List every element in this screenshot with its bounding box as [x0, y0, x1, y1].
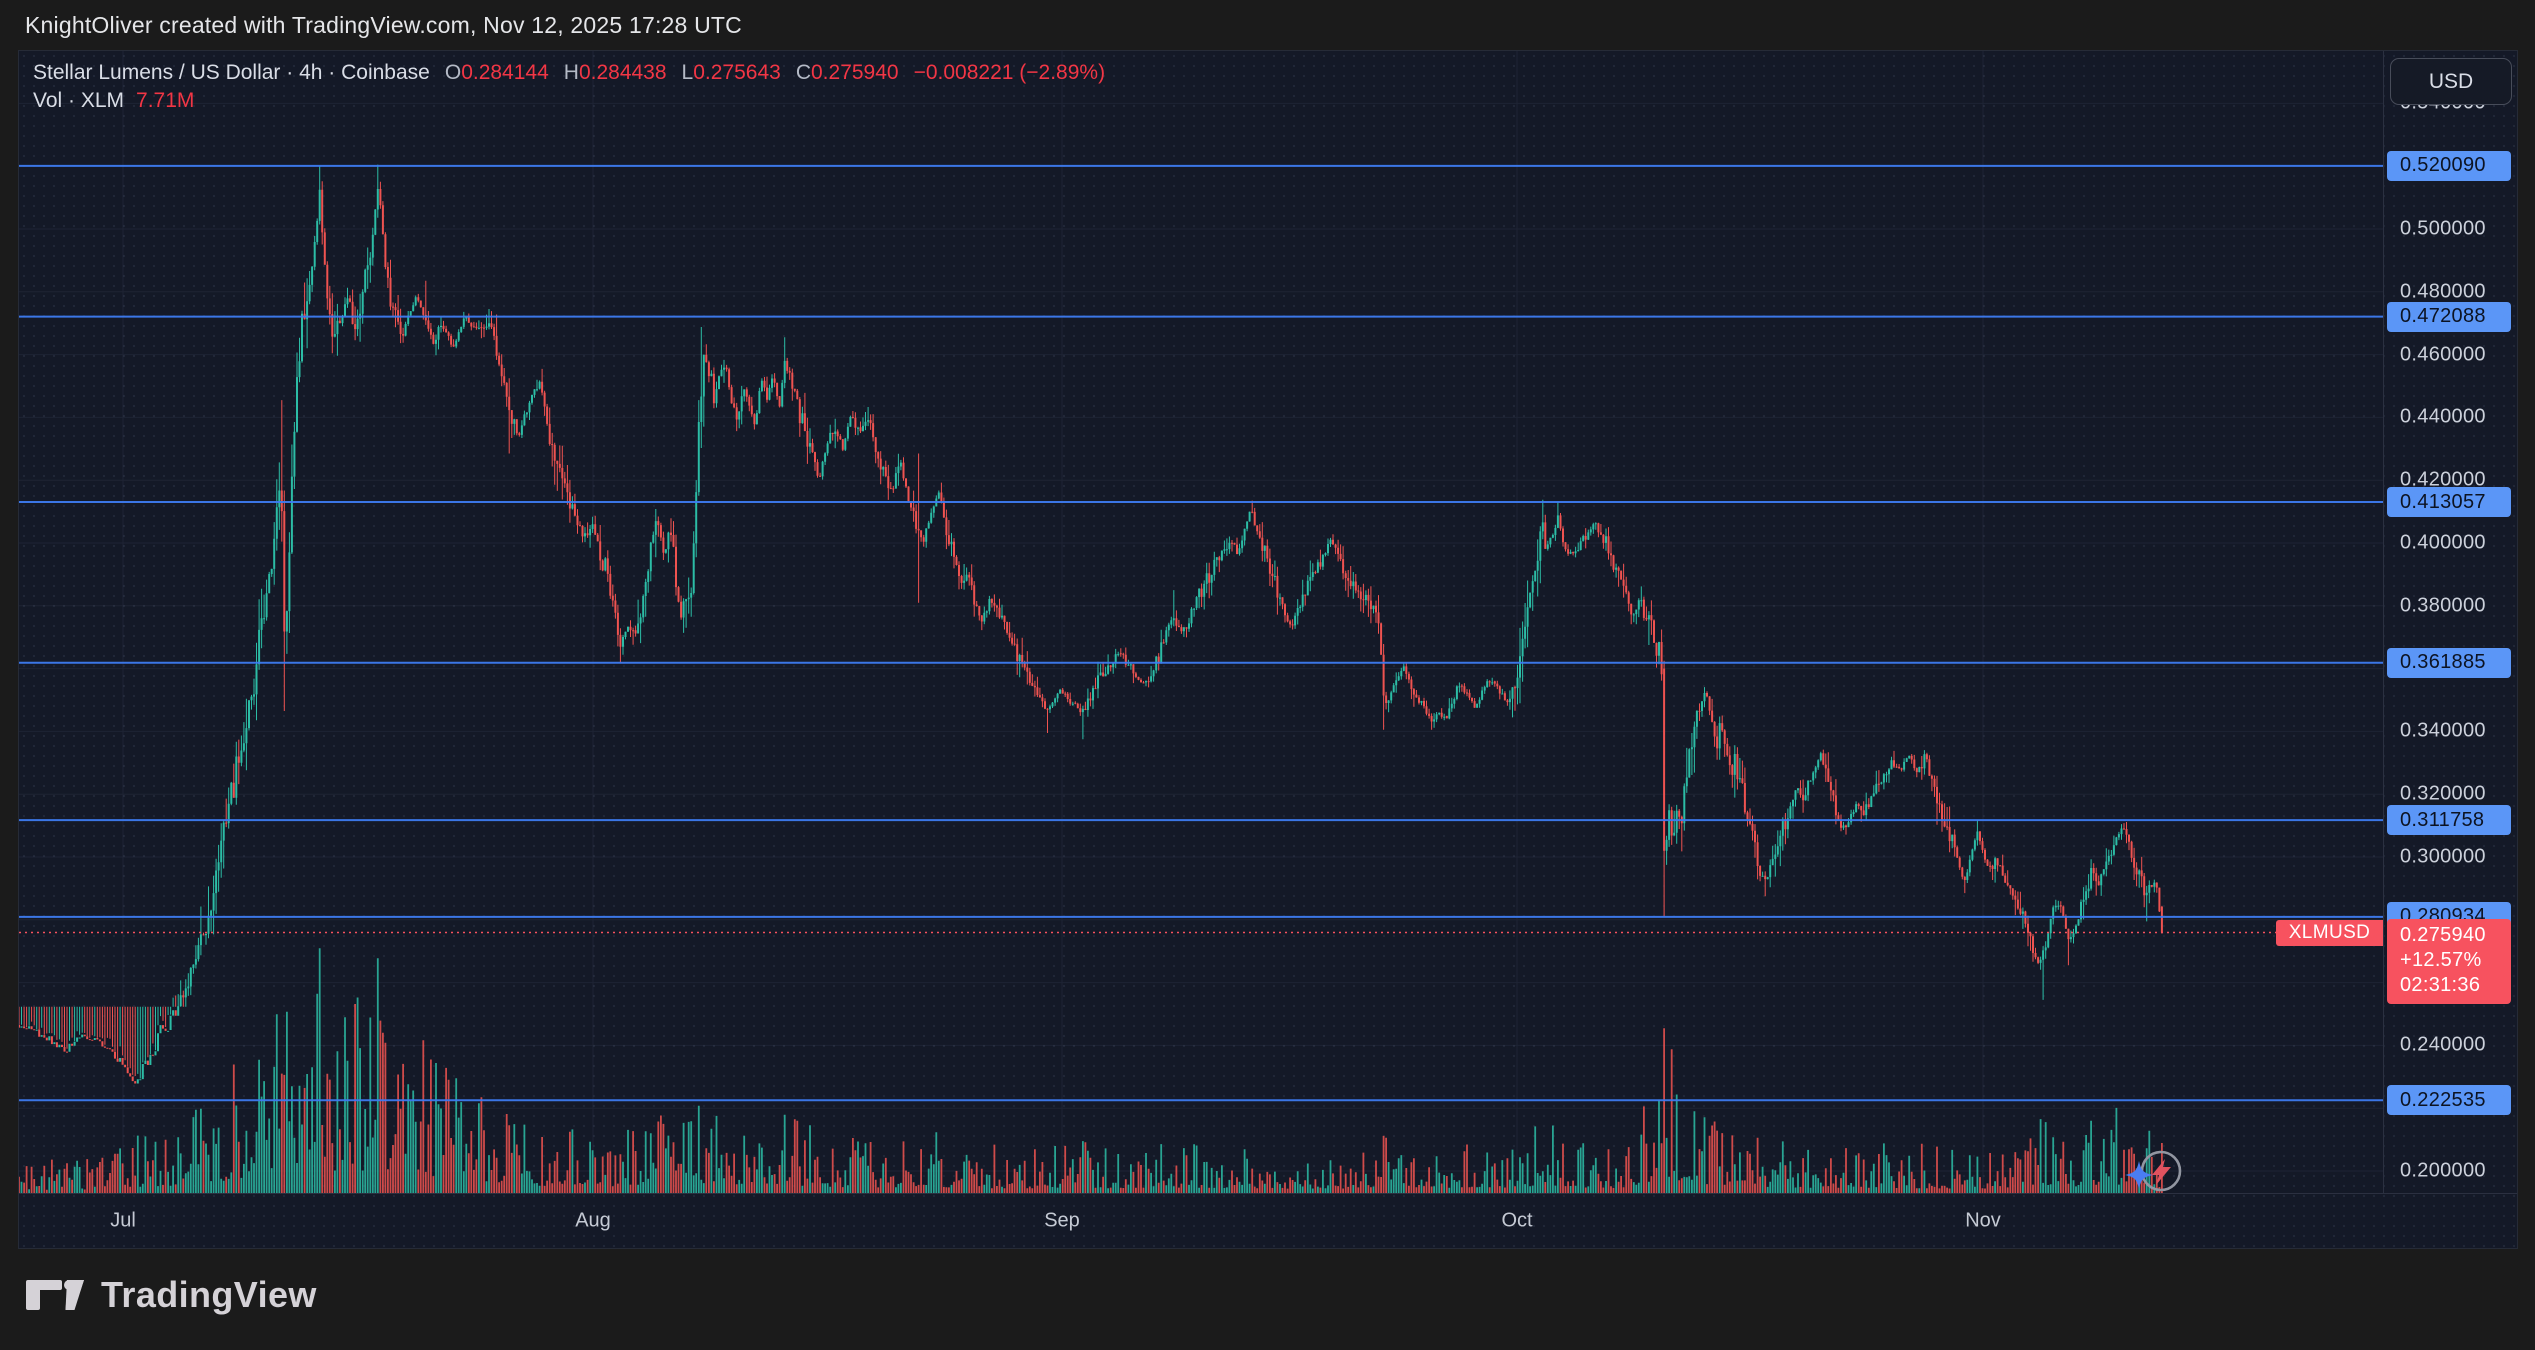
volume-value: 7.71M: [136, 89, 195, 112]
time-axis-label: Nov: [1965, 1209, 2001, 1232]
candle-wicks-up: [21, 164, 2155, 1079]
chart-widget: Stellar Lumens / US Dollar · 4h · Coinba…: [18, 50, 2518, 1249]
low-label: L: [681, 61, 694, 84]
volume-label: Vol · XLM: [33, 89, 125, 112]
candle-bodies-up: [20, 189, 2156, 1084]
price-axis-label: 0.460000: [2400, 343, 2486, 366]
high-value: 0.284438: [578, 61, 667, 84]
price-axis-label: 0.500000: [2400, 217, 2486, 240]
volume-bars-down: [19, 1004, 2163, 1193]
open-value: 0.284144: [461, 61, 549, 84]
time-axis-label: Oct: [1501, 1209, 1533, 1232]
low-value: 0.275643: [693, 61, 781, 84]
high-label: H: [563, 61, 579, 84]
close-label: C: [795, 61, 811, 84]
price-axis-label: 0.240000: [2400, 1033, 2486, 1056]
price-axis-label: 0.400000: [2400, 531, 2486, 554]
time-axis-label: Sep: [1044, 1209, 1080, 1232]
level-price-badge: 0.311758: [2387, 805, 2511, 836]
price-axis-label: 0.200000: [2400, 1159, 2486, 1182]
lightning-icon: [2152, 1159, 2171, 1185]
price-line-symbol-tag: XLMUSD: [2276, 919, 2383, 946]
level-price-badge: 0.222535: [2387, 1085, 2511, 1116]
last-price-badge: 0.275940 +12.57% 02:31:36: [2387, 918, 2511, 1004]
change-value: −0.008221 (−2.89%): [913, 61, 1106, 84]
symbol-title[interactable]: Stellar Lumens / US Dollar · 4h · Coinba…: [33, 61, 430, 84]
price-axis-label: 0.300000: [2400, 845, 2486, 868]
currency-unit-button[interactable]: USD: [2390, 58, 2512, 105]
sparkle-icon: [2125, 1161, 2153, 1189]
price-axis-label: 0.420000: [2400, 468, 2486, 491]
price-axis-label: 0.380000: [2400, 594, 2486, 617]
volume-bars-up: [20, 948, 2156, 1193]
time-scale[interactable]: Jul Aug Sep Oct Nov: [19, 1193, 2517, 1248]
price-axis-label: 0.320000: [2400, 782, 2486, 805]
tradingview-logo[interactable]: TradingView: [26, 1272, 317, 1318]
level-price-badge: 0.413057: [2387, 487, 2511, 517]
legend-volume-row: Vol · XLM 7.71M: [33, 87, 1105, 115]
chart-legend: Stellar Lumens / US Dollar · 4h · Coinba…: [33, 59, 1105, 115]
grid-lines: [19, 51, 2383, 1193]
attribution-text: KnightOliver created with TradingView.co…: [25, 11, 742, 38]
level-price-badge: 0.472088: [2387, 301, 2511, 332]
price-axis-label: 0.340000: [2400, 719, 2486, 742]
legend-symbol-row: Stellar Lumens / US Dollar · 4h · Coinba…: [33, 59, 1105, 87]
level-price-badge: 0.520090: [2387, 150, 2511, 181]
price-axis-label: 0.440000: [2400, 405, 2486, 428]
time-axis-label: Jul: [110, 1209, 136, 1232]
candle-bodies-down: [19, 189, 2163, 1084]
time-axis-label: Aug: [575, 1209, 611, 1232]
last-price-change: +12.57%: [2400, 948, 2482, 971]
tradingview-mark-icon: [26, 1280, 84, 1310]
price-scale[interactable]: USD 0.275940 +12.57% 02:31:36 0.5400000.…: [2383, 51, 2517, 1193]
close-value: 0.275940: [811, 61, 899, 84]
open-label: O: [444, 61, 462, 84]
candle-wicks-down: [19, 181, 2163, 1076]
last-price-value: 0.275940: [2400, 923, 2486, 946]
chart-pane[interactable]: Stellar Lumens / US Dollar · 4h · Coinba…: [19, 51, 2383, 1193]
tradingview-logo-text: TradingView: [101, 1274, 317, 1315]
candlestick-chart: [19, 51, 2383, 1193]
level-price-badge: 0.361885: [2387, 647, 2511, 678]
bar-countdown: 02:31:36: [2400, 973, 2481, 996]
price-axis-label: 0.480000: [2400, 280, 2486, 303]
horizontal-level-lines[interactable]: [19, 164, 2383, 1102]
screenshot-attribution-bar: KnightOliver created with TradingView.co…: [0, 0, 2535, 50]
